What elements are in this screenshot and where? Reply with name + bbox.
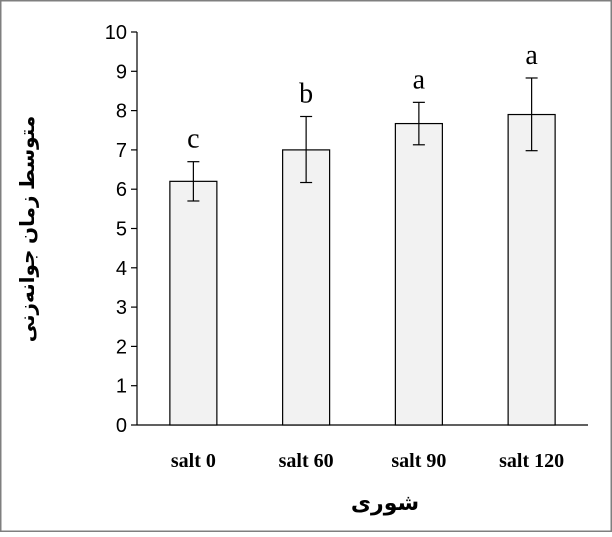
y-tick-label: 9 (116, 61, 127, 83)
y-tick-label: 6 (116, 179, 127, 201)
bar (507, 113, 556, 426)
x-tick-label: salt 120 (499, 450, 564, 472)
y-tick-label: 1 (116, 376, 127, 398)
plot-area: 0 1 2 3 4 5 6 7 8 9 10 c salt 0 b salt 60 a salt 90 a salt… (105, 22, 588, 472)
bar (282, 149, 331, 426)
significance-letter: a (413, 64, 426, 95)
bar (169, 180, 218, 426)
significance-letter: a (525, 40, 538, 71)
y-tick-label: 5 (116, 219, 127, 241)
x-tick-label: salt 60 (279, 450, 334, 472)
x-axis-label: شوری (351, 490, 419, 516)
y-tick-label: 7 (116, 140, 127, 162)
y-tick-label: 3 (116, 297, 127, 319)
y-tick-label: 10 (105, 22, 127, 44)
significance-letter: c (187, 124, 199, 155)
y-tick-label: 2 (116, 336, 127, 358)
y-tick-label: 0 (116, 415, 127, 437)
significance-letter: b (299, 78, 313, 109)
x-tick-label: salt 0 (171, 450, 216, 472)
x-tick-label: salt 90 (391, 450, 446, 472)
y-tick-label: 4 (116, 258, 127, 280)
y-tick-label: 8 (116, 101, 127, 123)
y-axis-label: متوسط زمان جوانه‌زنی (17, 116, 39, 342)
bar (394, 122, 443, 426)
